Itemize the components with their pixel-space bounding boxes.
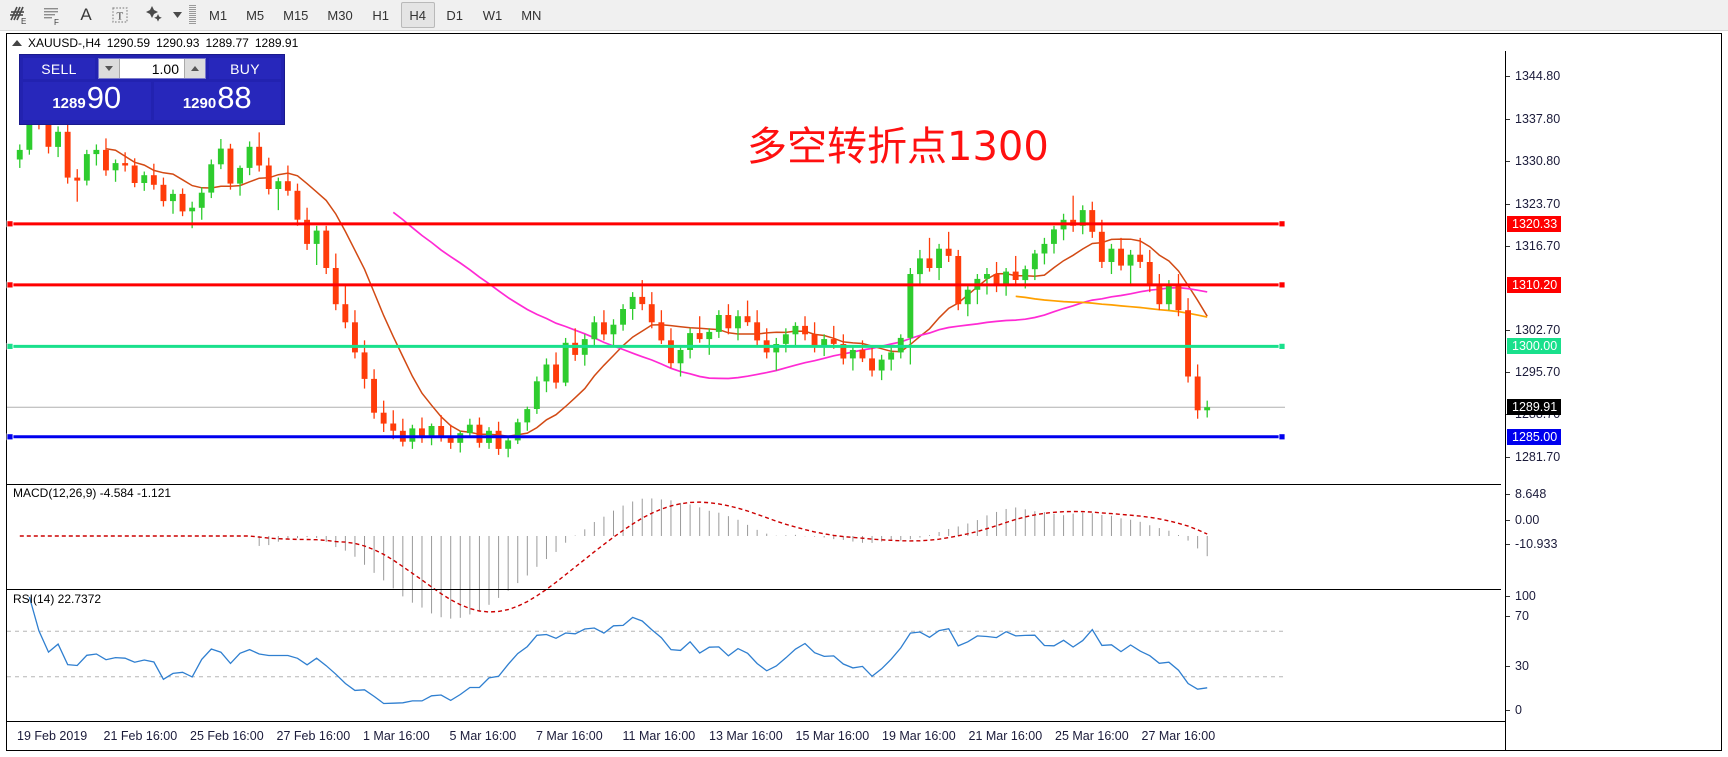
price-tick: 1316.70 <box>1506 239 1560 253</box>
rsi-line <box>28 596 1208 705</box>
price-tick: 1344.80 <box>1506 69 1560 83</box>
ohlc-close: 1289.91 <box>254 35 299 50</box>
svg-text:F: F <box>54 18 59 26</box>
time-label: 21 Feb 16:00 <box>103 729 178 743</box>
rsi-canvas <box>7 596 1285 705</box>
timeframe-h1[interactable]: H1 <box>372 7 390 23</box>
time-scale[interactable]: 19 Feb 2019 21 Feb 16:00 25 Feb 16:00 27 Fe… <box>7 721 1505 750</box>
templates-icon[interactable] <box>138 1 170 29</box>
indicators-icon[interactable]: E <box>2 1 34 29</box>
timeframe-w1[interactable]: W1 <box>482 7 503 23</box>
main-toolbar: E F A T <box>0 0 1728 31</box>
rsi-pane-divider <box>7 589 1501 590</box>
toolbar-grip <box>188 4 197 26</box>
buy-price-display[interactable]: 1290 88 <box>153 80 281 120</box>
sell-button[interactable]: SELL <box>23 58 95 79</box>
macd-tick: 0.00 <box>1506 513 1539 527</box>
time-label: 27 Mar 16:00 <box>1141 729 1216 743</box>
timeframe-m1[interactable]: M1 <box>209 7 228 23</box>
price-tick: 1281.70 <box>1506 450 1560 464</box>
macd-title: MACD(12,26,9) -4.584 -1.121 <box>13 486 172 500</box>
price-tick: 1323.70 <box>1506 197 1560 211</box>
objects-icon[interactable]: F <box>36 1 68 29</box>
volume-stepper[interactable]: 1.00 <box>98 58 206 79</box>
price-badge-1285.00: 1285.00 <box>1507 428 1562 445</box>
price-tick: 1295.70 <box>1506 365 1560 379</box>
chart-frame[interactable]: XAUUSD-,H4 1290.59 1290.93 1289.77 1289.… <box>6 33 1722 751</box>
price-badge-1300.00: 1300.00 <box>1507 338 1562 355</box>
ma-fast-line <box>105 148 1208 437</box>
ma-mid-line <box>392 211 1208 380</box>
macd-tick: -10.933 <box>1506 537 1557 551</box>
ohlc-low: 1289.77 <box>205 35 249 50</box>
chart-plot-area[interactable]: XAUUSD-,H4 1290.59 1290.93 1289.77 1289.… <box>6 34 1721 750</box>
macd-pane-divider <box>7 484 1501 485</box>
time-label: 13 Mar 16:00 <box>709 729 783 743</box>
time-label: 19 Feb 2019 <box>17 729 88 743</box>
price-chart-canvas <box>6 93 1286 458</box>
svg-text:E: E <box>21 17 26 26</box>
timeframe-h4[interactable]: H4 <box>400 2 435 28</box>
time-label: 15 Mar 16:00 <box>795 729 870 743</box>
time-label: 11 Mar 16:00 <box>622 729 696 743</box>
rsi-tick: 70 <box>1506 609 1529 623</box>
macd-pane: MACD(12,26,9) -4.584 -1.121 <box>7 484 1501 619</box>
time-label: 19 Mar 16:00 <box>882 729 956 743</box>
symbol-name: XAUUSD-,H4 <box>28 35 101 50</box>
timeframe-d1[interactable]: D1 <box>446 7 464 23</box>
price-badge-1310.20: 1310.20 <box>1507 276 1562 293</box>
text-label-icon[interactable]: T <box>104 1 136 29</box>
timeframe-m30[interactable]: M30 <box>327 7 353 23</box>
price-tick: 1330.80 <box>1506 154 1560 168</box>
volume-decrease-button[interactable] <box>99 59 120 78</box>
buy-button[interactable]: BUY <box>209 58 281 79</box>
price-scale[interactable]: 1344.80 1337.80 1330.80 1323.70 1316.70 1302.… <box>1505 34 1721 750</box>
price-badge-1320.33: 1320.33 <box>1507 215 1562 232</box>
price-tick: 1337.80 <box>1506 112 1560 126</box>
timeframe-mn[interactable]: MN <box>521 7 542 23</box>
rsi-tick: 0 <box>1506 703 1522 717</box>
ohlc-open: 1290.59 <box>106 35 151 50</box>
rsi-tick: 30 <box>1506 659 1529 673</box>
time-label: 27 Feb 16:00 <box>276 729 351 743</box>
text-icon[interactable]: A <box>80 5 92 24</box>
volume-input[interactable]: 1.00 <box>151 60 179 77</box>
chart-annotation-text: 多空转折点1300 <box>747 124 1049 170</box>
buy-price-pips: 88 <box>217 80 252 115</box>
candlestick-series <box>16 93 1211 458</box>
rsi-title: RSI(14) 22.7372 <box>13 592 102 606</box>
time-label: 25 Mar 16:00 <box>1055 729 1129 743</box>
buy-price-prefix: 1290 <box>182 95 217 112</box>
symbol-info-bar: XAUUSD-,H4 1290.59 1290.93 1289.77 1289.… <box>7 34 1507 51</box>
timeframe-m5[interactable]: M5 <box>246 7 265 23</box>
price-tick: 1302.70 <box>1506 323 1560 337</box>
time-label: 21 Mar 16:00 <box>968 729 1043 743</box>
macd-tick: 8.648 <box>1506 487 1546 501</box>
sell-price-pips: 90 <box>86 80 122 115</box>
one-click-trading-panel[interactable]: SELL 1.00 BUY 1289 90 1290 88 <box>19 54 285 125</box>
macd-canvas <box>19 498 1208 619</box>
price-badge-1289.91: 1289.91 <box>1507 399 1562 416</box>
ma-slow-line <box>1015 295 1208 318</box>
ohlc-high: 1290.93 <box>156 35 200 50</box>
svg-text:T: T <box>117 11 124 23</box>
sell-price-prefix: 1289 <box>52 95 86 112</box>
macd-signal-line <box>19 501 1208 613</box>
time-label: 25 Feb 16:00 <box>190 729 264 743</box>
time-label: 7 Mar 16:00 <box>536 729 603 743</box>
timeframe-m15[interactable]: M15 <box>283 7 309 23</box>
time-label: 1 Mar 16:00 <box>363 729 430 743</box>
rsi-pane: RSI(14) 22.7372 <box>7 589 1501 722</box>
time-label: 5 Mar 16:00 <box>449 729 517 743</box>
sell-price-display[interactable]: 1289 90 <box>23 82 151 120</box>
volume-increase-button[interactable] <box>184 59 205 78</box>
rsi-tick: 100 <box>1506 589 1536 603</box>
collapse-triangle-icon[interactable] <box>12 39 22 46</box>
templates-dropdown-caret[interactable] <box>170 1 184 29</box>
